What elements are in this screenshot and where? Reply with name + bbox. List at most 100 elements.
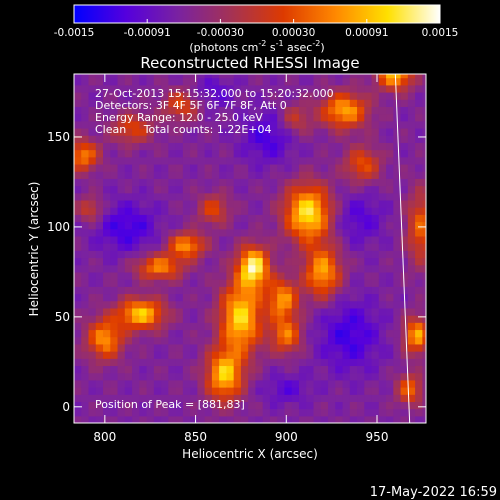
- heatmap-cell: [393, 343, 402, 352]
- heatmap-cell: [422, 401, 426, 410]
- heatmap-cell: [320, 99, 329, 107]
- heatmap-cell: [298, 250, 307, 259]
- heatmap-cell: [422, 135, 426, 143]
- heatmap-cell: [103, 178, 111, 187]
- heatmap-cell: [182, 243, 191, 251]
- heatmap-cell: [277, 387, 286, 395]
- heatmap-cell: [378, 113, 387, 122]
- heatmap-cell: [255, 300, 264, 309]
- heatmap-cell: [103, 77, 111, 86]
- heatmap-cell: [277, 315, 286, 323]
- heatmap-cell: [88, 120, 97, 129]
- heatmap-cell: [204, 127, 213, 136]
- heatmap-cell: [146, 300, 155, 309]
- heatmap-cell: [88, 408, 97, 417]
- heatmap-cell: [88, 84, 97, 93]
- heatmap-cell: [175, 185, 184, 194]
- heatmap-cell: [226, 250, 235, 259]
- heatmap-cell: [124, 243, 133, 251]
- heatmap-cell: [211, 135, 220, 143]
- heatmap-cell: [386, 127, 394, 136]
- heatmap-cell: [415, 228, 423, 237]
- heatmap-cell: [328, 185, 336, 194]
- heatmap-cell: [190, 286, 198, 295]
- heatmap-cell: [371, 91, 380, 100]
- heatmap-cell: [182, 235, 191, 244]
- heatmap-cell: [248, 358, 257, 367]
- heatmap-cell: [291, 171, 300, 179]
- heatmap-cell: [407, 264, 416, 273]
- heatmap-cell: [328, 250, 336, 259]
- heatmap-cell: [161, 127, 169, 136]
- heatmap-cell: [407, 149, 416, 158]
- heatmap-cell: [328, 142, 336, 151]
- heatmap-cell: [371, 279, 380, 287]
- heatmap-cell: [146, 207, 155, 215]
- heatmap-cell: [255, 329, 264, 338]
- heatmap-cell: [349, 415, 358, 423]
- heatmap-cell: [226, 99, 235, 107]
- heatmap-cell: [139, 307, 148, 316]
- heatmap-cell: [168, 235, 177, 244]
- heatmap-cell: [364, 343, 373, 352]
- heatmap-cell: [269, 322, 278, 331]
- heatmap-cell: [364, 120, 373, 129]
- heatmap-cell: [197, 106, 206, 115]
- heatmap-cell: [81, 91, 90, 100]
- heatmap-cell: [146, 127, 155, 136]
- heatmap-cell: [153, 207, 162, 215]
- heatmap-cell: [117, 279, 126, 287]
- heatmap-cell: [226, 286, 235, 295]
- heatmap-cell: [168, 163, 177, 172]
- heatmap-cell: [182, 228, 191, 237]
- heatmap-cell: [371, 372, 380, 381]
- heatmap-cell: [219, 74, 228, 79]
- heatmap-cell: [204, 293, 213, 302]
- heatmap-cell: [81, 74, 90, 79]
- heatmap-cell: [233, 127, 242, 136]
- heatmap-cell: [132, 379, 140, 388]
- heatmap-cell: [269, 387, 278, 395]
- heatmap-cell: [182, 120, 191, 129]
- heatmap-cell: [132, 351, 140, 359]
- heatmap-cell: [349, 127, 358, 136]
- heatmap-cell: [371, 243, 380, 251]
- heatmap-cell: [306, 228, 315, 237]
- heatmap-cell: [168, 279, 177, 287]
- heatmap-cell: [407, 113, 416, 122]
- heatmap-cell: [371, 250, 380, 259]
- heatmap-cell: [342, 358, 351, 367]
- heatmap-cell: [298, 300, 307, 309]
- heatmap-cell: [81, 300, 90, 309]
- heatmap-cell: [219, 322, 228, 331]
- heatmap-cell: [153, 243, 162, 251]
- heatmap-cell: [335, 336, 344, 345]
- heatmap-cell: [146, 307, 155, 316]
- heatmap-cell: [219, 163, 228, 172]
- heatmap-cell: [342, 199, 351, 208]
- heatmap-cell: [175, 113, 184, 122]
- heatmap-cell: [400, 394, 409, 403]
- heatmap-cell: [393, 207, 402, 215]
- heatmap-cell: [269, 74, 278, 79]
- heatmap-cell: [139, 91, 148, 100]
- heatmap-cell: [407, 171, 416, 179]
- heatmap-cell: [95, 156, 104, 165]
- heatmap-cell: [190, 171, 198, 179]
- heatmap-cell: [168, 77, 177, 86]
- heatmap-cell: [313, 379, 322, 388]
- heatmap-cell: [81, 77, 90, 86]
- heatmap-cell: [197, 185, 206, 194]
- heatmap-cell: [190, 271, 198, 280]
- heatmap-cell: [371, 300, 380, 309]
- heatmap-cell: [407, 358, 416, 367]
- heatmap-cell: [81, 214, 90, 223]
- heatmap-cell: [182, 379, 191, 388]
- heatmap-cell: [248, 106, 257, 115]
- heatmap-cell: [255, 307, 264, 316]
- heatmap-cell: [386, 257, 394, 266]
- heatmap-cell: [269, 214, 278, 223]
- heatmap-cell: [233, 264, 242, 273]
- heatmap-cell: [284, 315, 293, 323]
- heatmap-cell: [269, 372, 278, 381]
